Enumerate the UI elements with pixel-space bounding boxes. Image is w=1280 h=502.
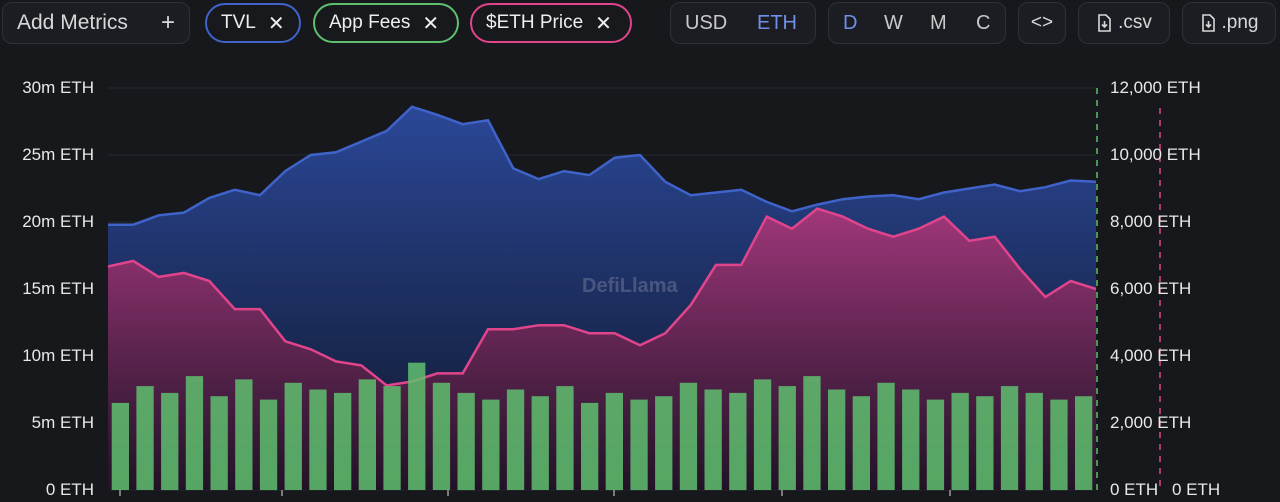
app-fees-bar [877, 382, 895, 490]
period-c-button[interactable]: C [976, 12, 991, 34]
app-fees-series [111, 362, 1093, 491]
app-fees-bar [531, 396, 549, 490]
metric-pill-app-fees[interactable]: App Fees ✕ [313, 3, 459, 43]
png-download-button[interactable]: .png [1182, 2, 1276, 44]
app-fees-bar [1025, 392, 1043, 491]
tvl-area [108, 106, 1096, 491]
app-fees-bar [383, 386, 401, 490]
currency-toggle: USD ETH [670, 2, 816, 44]
left-axis-tick: 15m ETH [22, 279, 94, 298]
app-fees-bar [679, 382, 698, 490]
left-axis-tick: 25m ETH [22, 145, 94, 164]
csv-download-button[interactable]: .csv [1078, 2, 1170, 44]
left-axis-tick: 0 ETH [45, 480, 94, 499]
right-axis-tick: 8,000 ETH [1110, 212, 1192, 231]
plus-icon: + [160, 9, 175, 36]
app-fees-bar [457, 392, 475, 491]
file-download-icon [1201, 14, 1215, 32]
add-metrics-button[interactable]: Add Metrics + [2, 2, 190, 44]
file-download-icon [1098, 14, 1111, 32]
app-fees-bar [1000, 386, 1019, 490]
right-axis-2-tick: 0 ETH [1172, 480, 1221, 499]
metric-pill-tvl[interactable]: TVL ✕ [205, 3, 301, 43]
app-fees-bar [1075, 396, 1093, 490]
period-w-button[interactable]: W [884, 12, 903, 34]
tvl-line [108, 105, 1097, 226]
close-icon[interactable]: ✕ [422, 12, 440, 35]
app-fees-bar [334, 392, 352, 491]
eth-price-area [108, 208, 1096, 490]
app-fees-bar [630, 399, 648, 491]
app-fees-bar [1050, 399, 1068, 491]
app-fees-bar [482, 399, 500, 491]
right-axis-tick: 4,000 ETH [1110, 346, 1192, 365]
app-fees-bar [210, 396, 228, 490]
right-axis-tick: 2,000 ETH [1110, 413, 1192, 432]
period-m-button[interactable]: M [930, 12, 947, 34]
app-fees-bar [655, 396, 673, 490]
app-fees-bar [408, 362, 426, 490]
close-icon[interactable]: ✕ [595, 12, 612, 35]
tvl-series [108, 105, 1097, 491]
right-axis-tick: 12,000 ETH [1110, 78, 1201, 97]
app-fees-bar [926, 399, 945, 491]
app-fees-bar [704, 389, 722, 490]
app-fees-bar [185, 376, 204, 490]
right-axis-tick: 0 ETH [1110, 480, 1159, 499]
watermark: DefiLlama [582, 275, 678, 297]
currency-usd-button[interactable]: USD [685, 12, 728, 34]
x-axis-ticks [119, 490, 951, 496]
metric-pill-label: App Fees [329, 12, 411, 33]
left-axis-tick: 5m ETH [31, 413, 94, 432]
right-axis-tick: 6,000 ETH [1110, 279, 1192, 298]
app-fees-bar [976, 396, 994, 490]
png-label: .png [1221, 12, 1259, 33]
csv-label: .csv [1118, 12, 1152, 33]
app-fees-bar [951, 392, 969, 491]
metric-pill-eth-price[interactable]: $ETH Price ✕ [470, 3, 632, 43]
close-icon[interactable]: ✕ [267, 12, 285, 35]
app-fees-bar [432, 382, 451, 490]
app-fees-bar [111, 402, 129, 490]
left-axis-tick: 30m ETH [22, 78, 94, 97]
currency-eth-button[interactable]: ETH [757, 12, 797, 34]
embed-button[interactable]: <> [1018, 2, 1066, 44]
app-fees-bar [581, 402, 599, 490]
metric-pill-label: TVL [221, 12, 256, 33]
chart-toolbar: Add Metrics + TVL ✕ App Fees ✕ $ETH Pric… [0, 0, 1280, 46]
app-fees-bar [235, 379, 253, 490]
app-fees-bar [161, 392, 179, 491]
app-fees-bar [828, 389, 846, 490]
app-fees-bar [605, 392, 623, 491]
app-fees-bar [259, 399, 278, 491]
code-icon: <> [1030, 12, 1054, 33]
app-fees-bar [358, 379, 376, 490]
app-fees-bar [136, 386, 154, 490]
left-axis-tick: 10m ETH [22, 346, 94, 365]
eth-price-series [107, 207, 1097, 490]
period-d-button[interactable]: D [843, 12, 858, 34]
app-fees-bar [803, 376, 821, 490]
period-toggle: D W M C [828, 2, 1006, 44]
app-fees-bar [309, 389, 327, 490]
right-axis-tick: 10,000 ETH [1110, 145, 1201, 164]
app-fees-bar [729, 392, 747, 491]
app-fees-bar [556, 386, 574, 490]
app-fees-bar [902, 389, 920, 490]
add-metrics-label: Add Metrics [17, 11, 128, 34]
app-fees-bar [284, 382, 302, 490]
metric-pill-label: $ETH Price [486, 12, 584, 33]
app-fees-bar [778, 386, 796, 490]
app-fees-bar [506, 389, 525, 490]
app-fees-bar [753, 379, 772, 490]
app-fees-bar [852, 396, 870, 490]
left-axis-tick: 20m ETH [22, 212, 94, 231]
